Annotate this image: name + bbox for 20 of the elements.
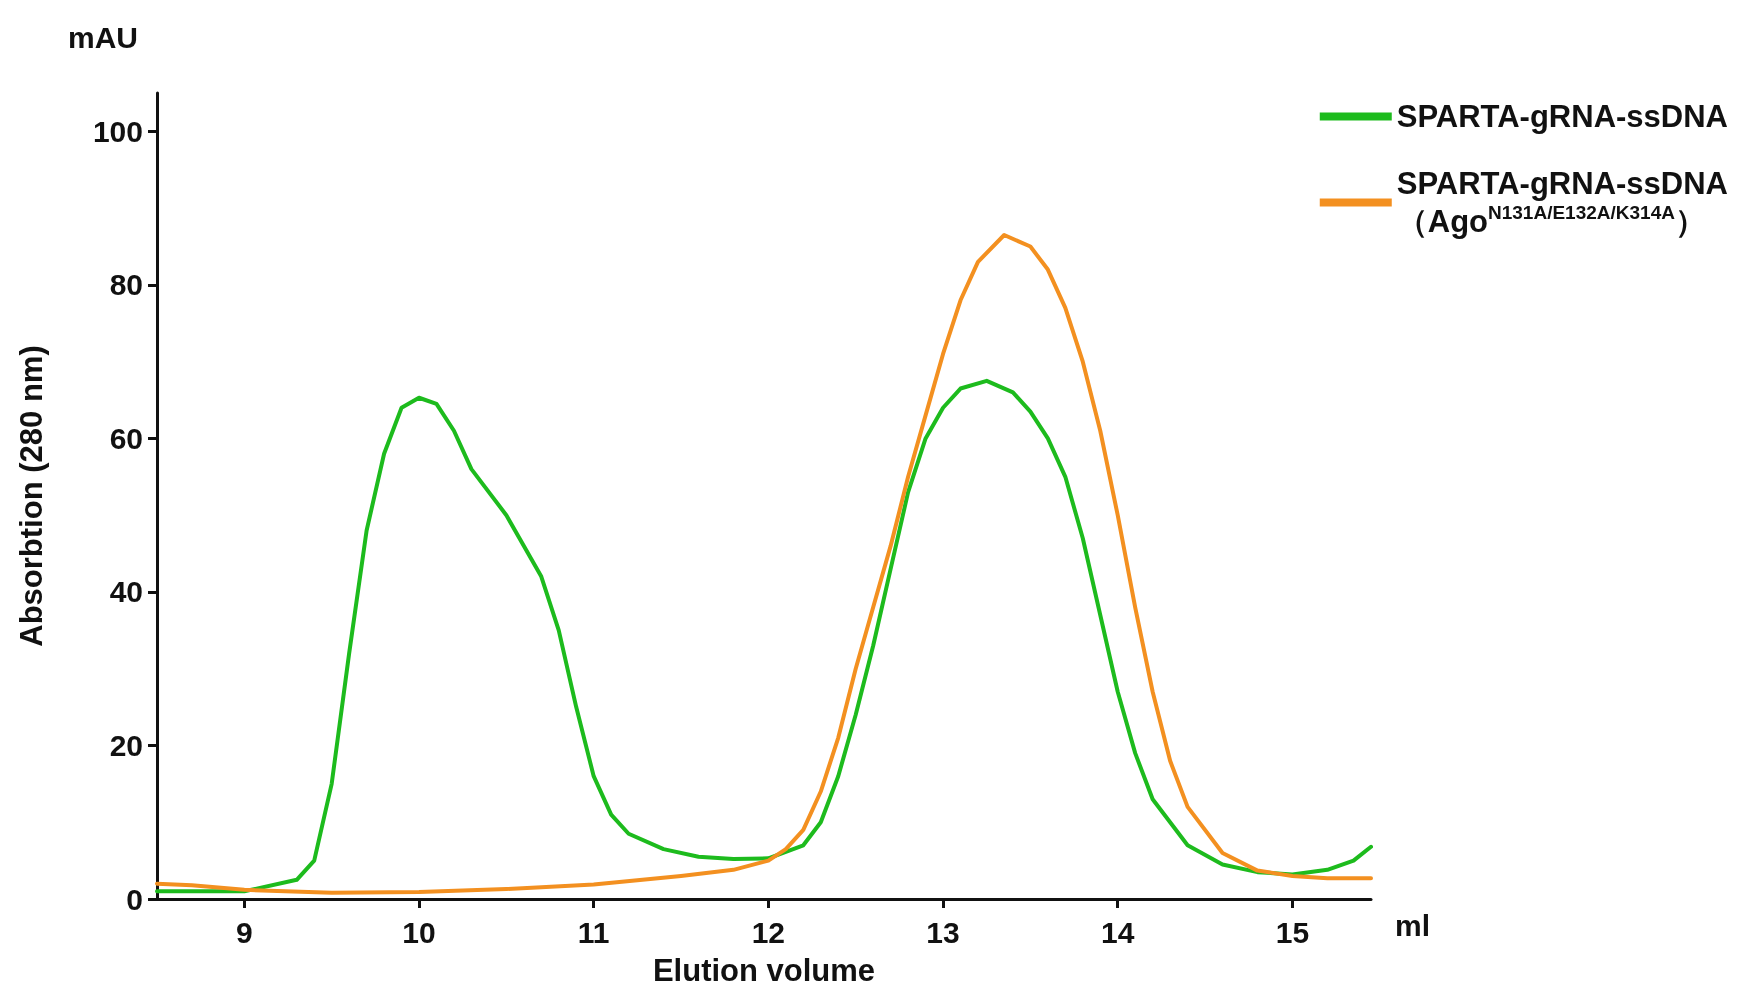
legend-label: SPARTA-gRNA-ssDNA [1396, 99, 1729, 134]
y-tick-label: 100 [92, 114, 143, 148]
text: ml [1395, 908, 1431, 942]
x-tick-label: 12 [751, 915, 786, 949]
line-series [155, 378, 1373, 894]
y-tick-label: 20 [109, 728, 143, 762]
y-tick-label: 40 [109, 575, 143, 609]
line-series [155, 233, 1373, 895]
x-tick-label: 11 [577, 915, 610, 949]
x-axis-title: Elution volume [652, 953, 876, 988]
x-tick-label: 10 [402, 915, 436, 949]
x-tick-label: 14 [1101, 915, 1135, 949]
y-tick-label: 0 [126, 882, 143, 916]
y-tick-label: 80 [109, 268, 143, 302]
x-tick-label: 9 [235, 915, 253, 949]
text: mAU [68, 20, 139, 54]
x-tick-label: 13 [926, 915, 960, 949]
y-tick-label: 60 [109, 421, 143, 455]
y-axis-title: Absorbtion (280 nm) [14, 345, 49, 647]
x-tick-label: 15 [1275, 915, 1310, 949]
